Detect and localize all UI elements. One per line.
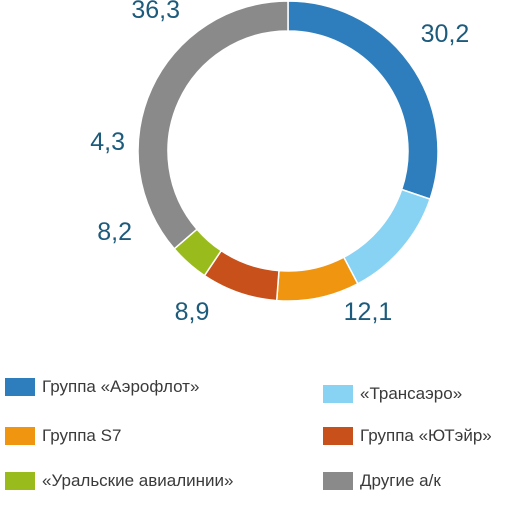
legend-swatch-s7 (5, 427, 35, 445)
donut-chart: 30,2 12,1 8,9 8,2 4,3 36,3 (90, 0, 469, 326)
legend-item-other: Другие а/к (323, 467, 441, 495)
legend-label-utair: Группа «ЮТэйр» (360, 426, 492, 445)
value-label-ural: 4,3 (90, 128, 125, 156)
value-label-other: 36,3 (131, 0, 180, 24)
value-label-utair: 8,2 (97, 218, 132, 246)
slice-s7 (275, 256, 359, 302)
donut-value-labels: 30,2 12,1 8,9 8,2 4,3 36,3 (90, 0, 469, 326)
legend-label-ural: «Уральские авиалинии» (42, 471, 234, 490)
slice-aeroflot (287, 0, 439, 201)
legend-swatch-transaero (323, 385, 353, 403)
legend-swatch-other (323, 472, 353, 490)
value-label-transaero: 12,1 (344, 298, 393, 326)
legend-item-ural: «Уральские авиалинии» (5, 467, 233, 495)
legend-item-utair: Группа «ЮТэйр» (323, 422, 492, 450)
value-label-aeroflot: 30,2 (421, 20, 470, 48)
donut-slices (137, 0, 439, 302)
slice-other (137, 0, 289, 250)
legend-item-s7: Группа S7 (5, 422, 121, 450)
slice-transaero (342, 188, 432, 285)
legend-label-aeroflot: Группа «Аэрофлот» (42, 377, 200, 396)
legend-label-s7: Группа S7 (42, 426, 122, 445)
legend-item-transaero: «Трансаэро» (323, 380, 462, 408)
legend-swatch-aeroflot (5, 378, 35, 396)
legend-label-other: Другие а/к (360, 471, 441, 490)
legend-label-transaero: «Трансаэро» (360, 384, 463, 403)
legend-item-aeroflot: Группа «Аэрофлот» (5, 373, 199, 401)
value-label-s7: 8,9 (175, 298, 210, 326)
legend-swatch-ural (5, 472, 35, 490)
legend-swatch-utair (323, 427, 353, 445)
